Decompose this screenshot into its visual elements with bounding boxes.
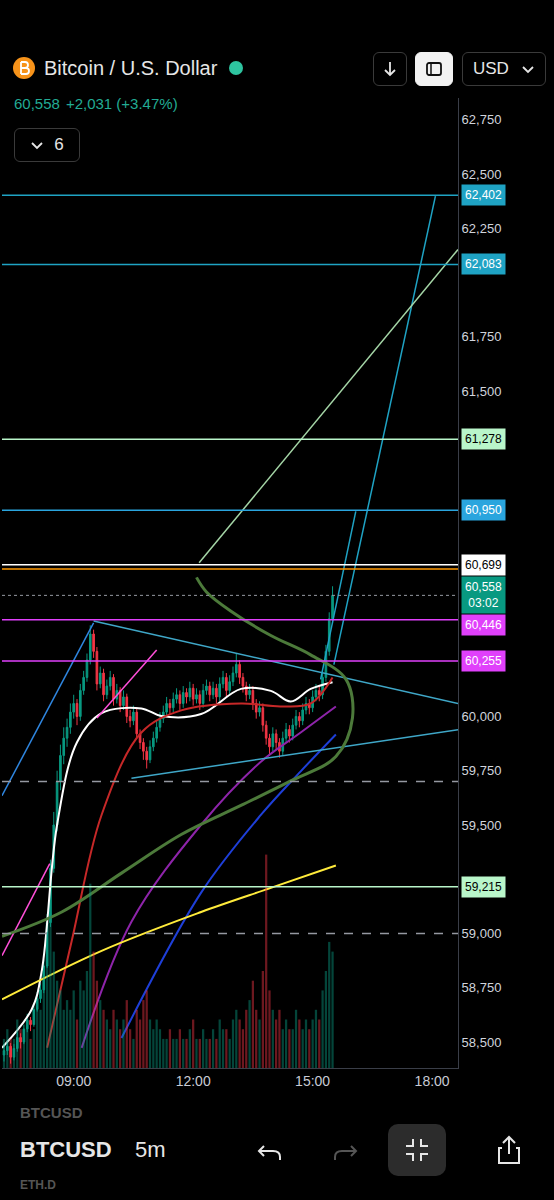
svg-text:60,950: 60,950 [465,503,502,517]
svg-text:59,000: 59,000 [462,926,502,941]
svg-text:15:00: 15:00 [295,1073,330,1089]
svg-text:59,215: 59,215 [465,880,502,894]
svg-text:60,699: 60,699 [465,558,502,572]
svg-text:60,446: 60,446 [465,618,502,632]
html-text:60,558 +2,031 (+3.47%): 60,558 +2,031 (+3.47%) [14,95,178,112]
svg-text:61,278: 61,278 [465,432,502,446]
html-text:USD: USD [473,59,509,78]
svg-text:59,750: 59,750 [462,763,502,778]
svg-text:62,250: 62,250 [462,221,502,236]
html-text:5m: 5m [135,1137,166,1162]
svg-text:58,750: 58,750 [462,980,502,995]
svg-text:62,402: 62,402 [465,188,502,202]
svg-text:09:00: 09:00 [56,1073,91,1089]
svg-text:62,500: 62,500 [462,167,502,182]
svg-text:62,083: 62,083 [465,257,502,271]
svg-text:59,500: 59,500 [462,818,502,833]
svg-text:62,750: 62,750 [462,112,502,127]
svg-text:61,750: 61,750 [462,329,502,344]
svg-text:61,500: 61,500 [462,384,502,399]
html-text:BTCUSD: BTCUSD [20,1104,83,1121]
html-text:6: 6 [54,135,64,154]
html-text:Bitcoin / U.S. Dollar: Bitcoin / U.S. Dollar [44,56,218,79]
svg-text:12:00: 12:00 [176,1073,211,1089]
svg-text:18:00: 18:00 [415,1073,450,1089]
svg-text:60,255: 60,255 [465,654,502,668]
svg-text:60,000: 60,000 [462,709,502,724]
svg-text:60,55803:02: 60,55803:02 [465,580,502,610]
svg-text:58,500: 58,500 [462,1035,502,1050]
html-text:ETH.D: ETH.D [20,1178,56,1192]
html-text:BTCUSD: BTCUSD [20,1137,112,1162]
